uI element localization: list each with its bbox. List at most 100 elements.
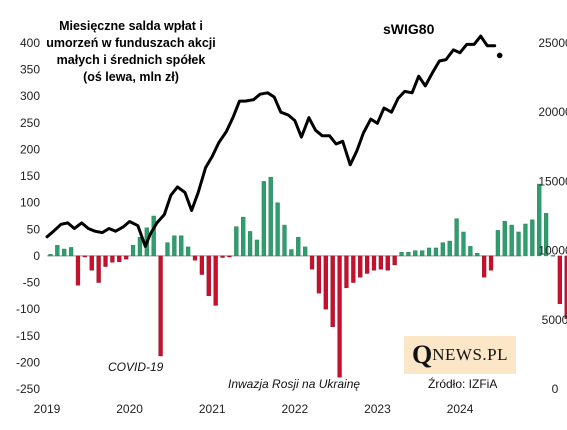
bar — [413, 250, 418, 257]
bar — [82, 255, 87, 258]
bar — [433, 247, 439, 257]
bar — [254, 239, 260, 257]
bar — [364, 255, 370, 274]
bar — [130, 245, 136, 257]
line-series — [45, 34, 503, 248]
logo-text: NEWS.PL — [432, 345, 508, 364]
title-line-1: Miesięczne salda wpłat i — [59, 19, 203, 33]
swig80-line — [45, 34, 497, 248]
bar — [151, 215, 156, 257]
x-tick-label: 2022 — [281, 402, 308, 416]
bar — [289, 249, 294, 257]
x-tick-label: 2020 — [116, 402, 143, 416]
annotation-invasion: Inwazja Rosji na Ukrainę — [228, 377, 361, 391]
bar — [192, 255, 198, 261]
bar — [234, 226, 239, 257]
y-right-tick-label: 10000 — [538, 244, 567, 258]
bar — [55, 245, 60, 257]
bar — [89, 255, 94, 271]
title-line-2: umorzeń w funduszach akcji — [46, 36, 216, 50]
bar — [309, 255, 315, 270]
y-left-tick-label: -50 — [23, 276, 41, 290]
bar — [303, 246, 308, 257]
y-right-tick-label: 20000 — [538, 105, 567, 119]
y-right-tick-label: 5000 — [542, 313, 567, 327]
bar — [530, 219, 535, 257]
tick-labels: -250 -200 -150 -100 -50 0 50 100 150 200 250 300 350… — [16, 36, 567, 416]
x-tick-label: 2019 — [34, 402, 61, 416]
bar — [165, 242, 170, 257]
bar — [399, 251, 404, 257]
x-tick-label: 2023 — [364, 402, 391, 416]
bar — [502, 221, 507, 257]
bar — [550, 255, 556, 257]
bar — [323, 255, 328, 310]
bar — [227, 255, 232, 258]
bar — [75, 255, 81, 286]
title-line-3: małych i średnich spółek — [56, 53, 206, 67]
bar — [199, 255, 205, 275]
bar — [296, 237, 301, 257]
bar — [537, 183, 542, 257]
bar — [337, 255, 342, 378]
bar — [275, 202, 280, 257]
bar — [316, 255, 322, 294]
logo-letter: Q — [412, 340, 433, 369]
y-left-tick-label: 350 — [20, 63, 40, 77]
bar — [454, 218, 459, 257]
bar — [543, 213, 549, 257]
qnews-logo: Q NEWS.PL — [404, 336, 516, 374]
y-left-tick-label: 100 — [20, 196, 40, 210]
bar — [268, 176, 273, 257]
y-left-tick-label: -200 — [16, 355, 40, 369]
chart-title: Miesięczne salda wpłat i umorzeń w fundu… — [40, 18, 222, 86]
y-left-tick-label: 400 — [20, 36, 40, 50]
bar — [344, 255, 349, 289]
bar — [406, 251, 411, 257]
bar — [158, 255, 163, 357]
source-note: Źródło: IZFiA — [428, 377, 498, 391]
bar — [62, 248, 67, 257]
bar — [179, 235, 184, 257]
bar — [461, 231, 466, 257]
y-left-tick-label: 300 — [20, 89, 40, 103]
y-left-tick-label: 50 — [27, 222, 41, 236]
annotation-covid: COVID-19 — [108, 360, 164, 374]
bar — [385, 255, 390, 271]
bar — [447, 240, 452, 257]
bar — [220, 255, 225, 258]
bar — [426, 247, 432, 257]
bar — [378, 255, 384, 270]
bar — [117, 255, 122, 262]
bar — [48, 254, 53, 257]
title-line-4: (oś lewa, mln zł) — [83, 70, 179, 84]
bar — [468, 246, 473, 257]
y-left-tick-label: -150 — [16, 329, 40, 343]
bar — [482, 255, 487, 278]
y-left-tick-label: -250 — [16, 382, 40, 396]
bar — [124, 255, 129, 260]
bar — [241, 216, 246, 257]
y-left-tick-label: 200 — [20, 142, 40, 156]
bar — [523, 223, 528, 257]
y-right-tick-label: 0 — [552, 382, 559, 396]
bar — [137, 237, 143, 257]
bar — [206, 255, 211, 297]
bar — [172, 235, 177, 257]
bar — [440, 242, 445, 257]
bar — [557, 255, 562, 305]
bar — [96, 255, 101, 283]
y-left-tick-label: 150 — [20, 169, 40, 183]
bar — [261, 181, 266, 257]
bar — [392, 255, 397, 266]
bar — [358, 255, 363, 278]
bar — [247, 231, 253, 257]
bar — [185, 246, 191, 257]
y-left-tick-label: 250 — [20, 116, 40, 130]
line-series-label: sWIG80 — [383, 21, 435, 37]
y-left-tick-label: 0 — [33, 249, 40, 263]
y-right-tick-label: 15000 — [538, 174, 567, 188]
bar — [371, 255, 377, 271]
bar — [213, 255, 218, 306]
